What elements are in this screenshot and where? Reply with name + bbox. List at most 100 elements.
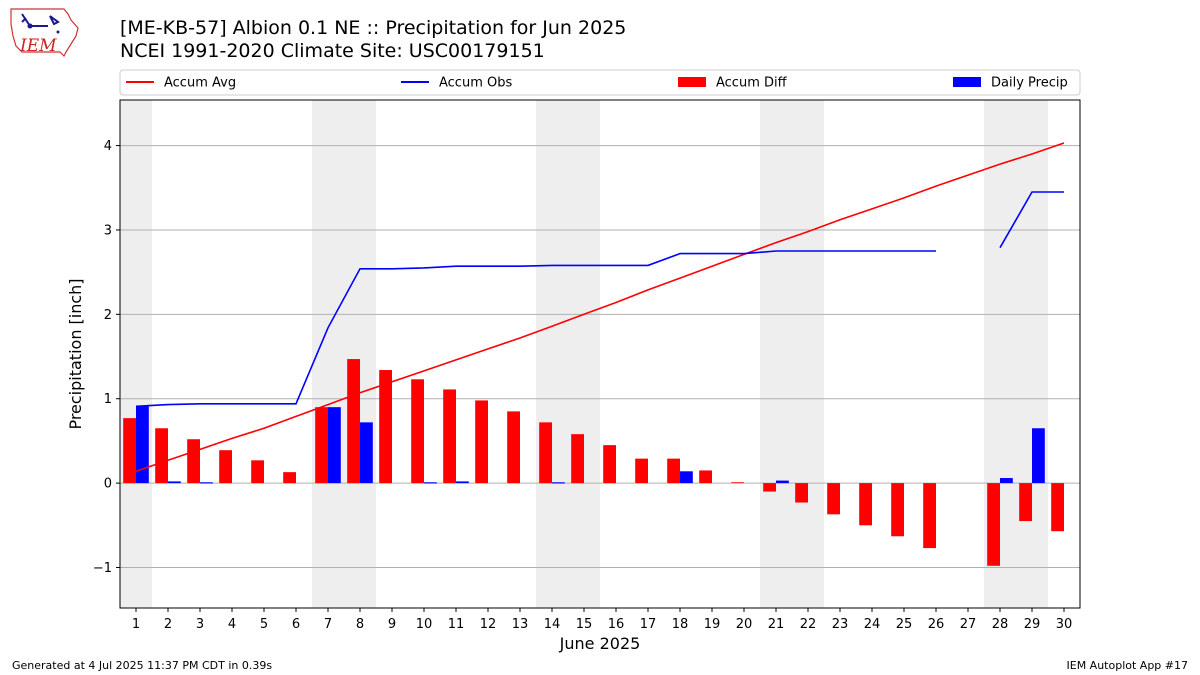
x-tick-label: 30 xyxy=(1056,617,1073,632)
logo-dot-icon xyxy=(27,23,33,29)
accum-obs-line xyxy=(999,191,1064,249)
daily-precip-bar xyxy=(136,406,149,484)
daily-precip-bar xyxy=(424,482,437,484)
accum-diff-bar xyxy=(347,359,360,484)
accum-diff-bar xyxy=(859,483,872,526)
accum-diff-bar xyxy=(891,483,904,537)
daily-precip-bar xyxy=(776,480,789,484)
accum-diff-bar xyxy=(923,483,936,549)
x-axis-label: June 2025 xyxy=(559,634,641,653)
accum-diff-bar xyxy=(475,400,488,484)
accum-diff-bar xyxy=(379,370,392,484)
weekend-band xyxy=(120,100,152,608)
x-tick-label: 3 xyxy=(196,617,204,632)
accum-diff-bar xyxy=(315,407,328,484)
x-tick-label: 21 xyxy=(768,617,785,632)
weekend-band xyxy=(760,100,824,608)
x-tick-label: 6 xyxy=(292,617,300,632)
logo-small-dot-icon xyxy=(56,30,60,34)
accum-diff-bar xyxy=(507,411,520,484)
legend-label: Accum Diff xyxy=(716,76,788,91)
legend-swatch xyxy=(953,77,981,87)
daily-precip-bar xyxy=(1032,428,1045,484)
x-tick-label: 24 xyxy=(864,617,881,632)
x-tick-label: 14 xyxy=(544,617,561,632)
accum-diff-bar xyxy=(411,379,424,484)
iowa-state-outline xyxy=(10,8,79,58)
accum-diff-bar xyxy=(763,483,776,492)
x-tick-label: 26 xyxy=(928,617,945,632)
daily-precip-bar xyxy=(168,481,181,484)
x-tick-label: 2 xyxy=(164,617,172,632)
accum-diff-bar xyxy=(539,422,552,484)
app-credit: IEM Autoplot App #17 xyxy=(1066,659,1189,672)
legend-box xyxy=(119,69,1081,96)
accum-diff-bar xyxy=(123,418,136,484)
y-tick-label: 2 xyxy=(104,308,112,323)
x-tick-label: 27 xyxy=(960,617,977,632)
x-tick-label: 5 xyxy=(260,617,268,632)
x-tick-label: 17 xyxy=(640,617,657,632)
y-tick-label: −1 xyxy=(93,561,112,576)
x-tick-label: 16 xyxy=(608,617,625,632)
accum-diff-bar xyxy=(283,472,296,484)
accum-diff-bar xyxy=(1019,483,1032,522)
y-tick-label: 1 xyxy=(104,392,112,407)
weekend-band xyxy=(312,100,376,608)
x-tick-label: 28 xyxy=(992,617,1009,632)
accum-obs-line xyxy=(135,250,936,408)
legend-label: Accum Avg xyxy=(164,76,236,91)
chart-title: [ME-KB-57] Albion 0.1 NE :: Precipitatio… xyxy=(120,17,627,39)
chart-subtitle: NCEI 1991-2020 Climate Site: USC00179151 xyxy=(120,40,545,62)
iem-logo: IEM xyxy=(10,8,79,58)
x-tick-label: 20 xyxy=(736,617,753,632)
x-tick-label: 12 xyxy=(480,617,497,632)
daily-precip-bar xyxy=(456,481,469,484)
accum-avg-line xyxy=(135,142,1065,473)
x-tick-label: 8 xyxy=(356,617,364,632)
x-tick-label: 22 xyxy=(800,617,817,632)
x-tick-label: 9 xyxy=(388,617,396,632)
x-tick-label: 25 xyxy=(896,617,913,632)
accum-diff-bar xyxy=(699,470,712,484)
x-tick-label: 1 xyxy=(132,617,140,632)
y-tick-label: 4 xyxy=(104,139,112,154)
x-tick-label: 19 xyxy=(704,617,721,632)
y-axis-label: Precipitation [inch] xyxy=(66,278,85,429)
x-tick-label: 10 xyxy=(416,617,433,632)
accum-diff-bar xyxy=(827,483,840,515)
x-tick-label: 23 xyxy=(832,617,849,632)
daily-precip-bar xyxy=(680,471,693,484)
weekend-band xyxy=(536,100,600,608)
accum-diff-bar xyxy=(987,483,1000,566)
x-tick-label: 15 xyxy=(576,617,593,632)
daily-precip-bar xyxy=(552,482,565,484)
x-tick-label: 13 xyxy=(512,617,529,632)
accum-diff-bar xyxy=(187,439,200,484)
daily-precip-bar xyxy=(360,422,373,484)
legend-label: Daily Precip xyxy=(991,76,1068,91)
accum-diff-bar xyxy=(1051,483,1064,532)
x-tick-label: 18 xyxy=(672,617,689,632)
daily-precip-bar xyxy=(328,407,341,484)
accum-diff-bar xyxy=(571,434,584,484)
daily-precip-bar xyxy=(200,482,213,484)
accum-diff-bar xyxy=(443,389,456,484)
x-tick-label: 4 xyxy=(228,617,236,632)
accum-diff-bar xyxy=(603,445,616,484)
accum-diff-bar xyxy=(251,460,264,484)
y-tick-label: 3 xyxy=(104,223,112,238)
legend-label: Accum Obs xyxy=(439,76,512,91)
accum-diff-bar xyxy=(219,450,232,484)
accum-diff-bar xyxy=(635,458,648,484)
daily-precip-bar xyxy=(1000,478,1013,484)
accum-diff-bar xyxy=(731,482,744,484)
y-tick-label: 0 xyxy=(104,477,112,492)
accum-diff-bar xyxy=(667,458,680,484)
generated-timestamp: Generated at 4 Jul 2025 11:37 PM CDT in … xyxy=(12,659,273,672)
accum-diff-bar xyxy=(795,483,808,503)
x-tick-label: 29 xyxy=(1024,617,1041,632)
logo-text: IEM xyxy=(19,36,57,56)
x-tick-label: 7 xyxy=(324,617,332,632)
